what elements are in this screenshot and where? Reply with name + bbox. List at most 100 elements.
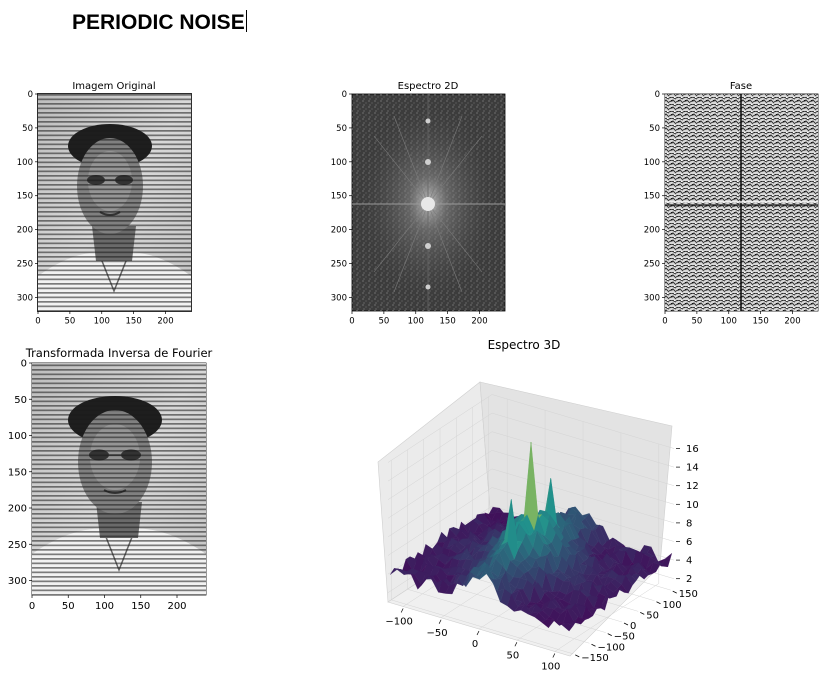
y-tick-label: 250: [331, 260, 347, 270]
x-tick-label: −100: [385, 617, 412, 628]
z-tick-label: 10: [686, 500, 699, 511]
x-tick-label: 150: [753, 317, 769, 327]
y-tick-mark: [575, 654, 580, 658]
chart-title: Espectro 3D: [488, 338, 561, 352]
y-tick-label: 100: [331, 158, 347, 168]
chart-phase: Fase 0 50 100 150 200 0 50 100 150 200 250 300: [644, 81, 819, 327]
chart-title: Fase: [730, 81, 752, 92]
x-tick-label: 0: [349, 317, 354, 327]
x-tick-label: 50: [62, 601, 75, 612]
y-tick-label: 300: [644, 293, 660, 303]
x-tick-label: 150: [440, 317, 456, 327]
x-tick-label: 50: [64, 317, 75, 327]
x-tick-label: 150: [131, 601, 150, 612]
page-heading: PERIODIC NOISE: [72, 10, 248, 36]
y-tick-label: 0: [28, 90, 33, 100]
x-tick-label: 0: [472, 639, 478, 650]
y-tick-label: −100: [598, 642, 625, 653]
y-tick-mark: [591, 643, 596, 647]
y-tick-label: 100: [17, 158, 33, 168]
y-tick-label: 200: [17, 226, 33, 236]
y-axis: 0 50 100 150 200 250 300: [8, 359, 32, 587]
chart-inverse-fourier: Transformada Inversa de Fourier 0 50 100 15…: [8, 346, 213, 612]
y-tick-label: 150: [17, 192, 33, 202]
x-tick-label: 100: [95, 601, 114, 612]
y-tick-label: 150: [644, 192, 660, 202]
y-tick-label: 150: [8, 467, 27, 478]
y-tick-label: 0: [21, 359, 27, 370]
x-tick-label: 200: [167, 601, 186, 612]
y-tick-label: 50: [14, 395, 27, 406]
grid-line: [387, 450, 675, 519]
y-tick-label: 50: [336, 124, 347, 134]
x-tick-label: −50: [427, 628, 448, 639]
z-tick-label: 2: [686, 574, 692, 585]
x-tick-label: 0: [662, 317, 667, 327]
y-tick-label: 200: [644, 226, 660, 236]
y-tick-label: 300: [331, 293, 347, 303]
x-tick-label: 200: [784, 317, 800, 327]
y-tick-label: 50: [649, 124, 660, 134]
y-tick-label: 300: [8, 576, 27, 587]
x-tick-label: 200: [471, 317, 487, 327]
y-tick-label: −50: [614, 632, 635, 643]
z-tick-label: 14: [686, 463, 699, 474]
x-tick-label: 200: [157, 317, 173, 327]
x-tick-mark: [514, 642, 518, 647]
y-axis: 0 50 100 150 200 250 300: [17, 90, 38, 303]
phase-image: [664, 93, 819, 312]
x-tick-label: 150: [126, 317, 142, 327]
y-tick-label: 200: [331, 226, 347, 236]
z-tick-label: 4: [686, 556, 692, 567]
x-axis: 0 50 100 150 200: [35, 311, 174, 327]
photo-original: [37, 93, 192, 312]
x-tick-label: 100: [408, 317, 424, 327]
x-tick-mark: [552, 653, 556, 658]
photo-reconstructed: [31, 362, 207, 596]
text-caret: [245, 10, 248, 32]
y-tick-label: 100: [663, 600, 682, 611]
grid-line: [387, 468, 675, 538]
x-axis: −100 −50 0 50 100: [385, 608, 560, 673]
z-tick-label: 8: [686, 518, 692, 529]
z-tick-label: 12: [686, 481, 699, 492]
y-tick-label: 300: [17, 293, 33, 303]
x-tick-mark: [438, 619, 442, 624]
surface: [390, 442, 673, 632]
x-tick-label: 50: [691, 317, 702, 327]
x-tick-mark: [476, 630, 480, 636]
chart-title: Transformada Inversa de Fourier: [25, 346, 213, 360]
x-axis: 0 50 100 150 200: [349, 311, 488, 327]
y-tick-label: 50: [646, 610, 659, 621]
spectrum-image: [351, 93, 506, 312]
x-tick-label: 0: [29, 601, 35, 612]
x-tick-label: 0: [35, 317, 40, 327]
x-tick-label: 50: [378, 317, 389, 327]
y-tick-label: 0: [630, 621, 636, 632]
x-tick-label: 50: [507, 650, 520, 661]
grid-line: [387, 431, 675, 500]
y-tick-label: −150: [581, 653, 608, 664]
y-tick-label: 0: [655, 90, 660, 100]
y-tick-mark: [607, 633, 612, 636]
x-tick-label: 100: [721, 317, 737, 327]
chart-title: Espectro 2D: [398, 81, 459, 92]
grid-line: [387, 412, 675, 482]
chart-original-image: Imagem Original 0 50 100 150 200 0 50 100 150 20…: [17, 81, 192, 327]
z-tick-label: 16: [686, 444, 699, 455]
surface-patch: [390, 568, 402, 575]
chart-spectrum-2d: Espectro 2D 0 50 100 150 200 0 50 100 150 200 250…: [331, 81, 506, 327]
x-axis: 0 50 100 150 200: [29, 595, 187, 612]
y-axis: 0 50 100 150 200 250 300: [331, 90, 352, 303]
x-tick-label: 100: [541, 662, 560, 673]
y-tick-label: 200: [8, 504, 27, 515]
y-tick-label: 100: [644, 158, 660, 168]
z-axis: 2 4 6 8 10 12 14 16: [676, 444, 699, 585]
chart-title: Imagem Original: [72, 81, 155, 92]
y-tick-mark: [640, 612, 645, 615]
y-tick-label: 50: [22, 124, 33, 134]
z-tick-label: 6: [686, 537, 692, 548]
y-tick-mark: [672, 590, 677, 594]
